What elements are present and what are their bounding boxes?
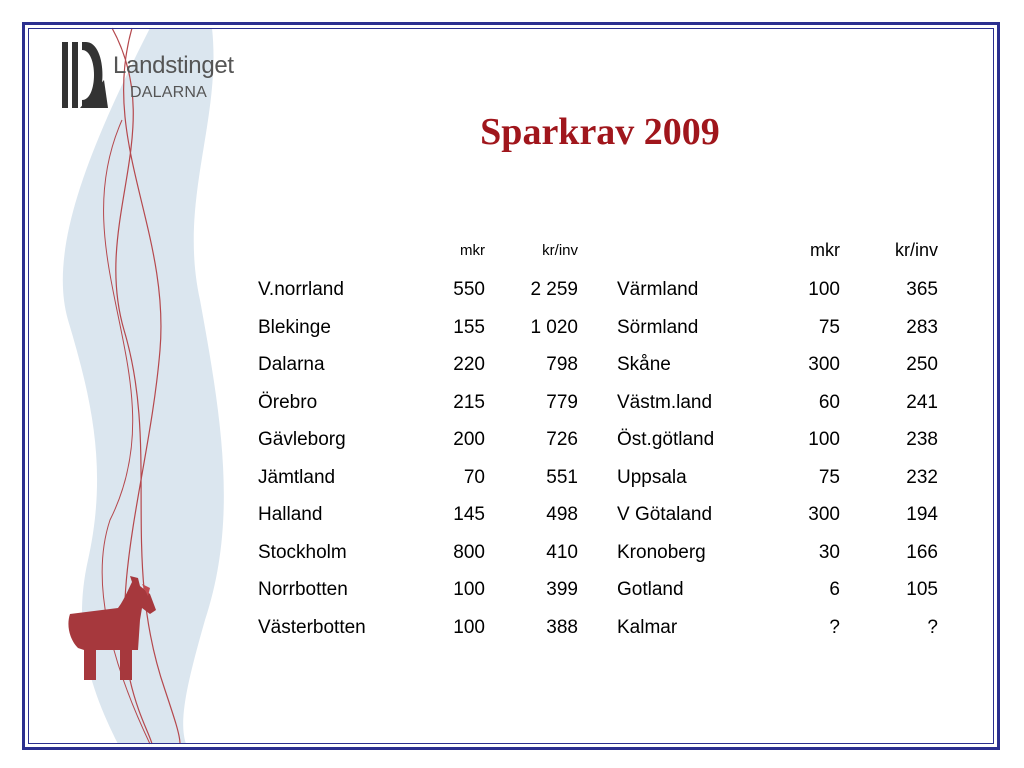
right-krinv-value: 283 [906, 316, 938, 338]
right-krinv-value: 105 [906, 579, 938, 600]
right-mkr-value: ? [829, 616, 840, 638]
left-region-name: Örebro [258, 391, 318, 413]
page-title: Sparkrav 2009 [480, 111, 720, 153]
right-mkr-value: 100 [808, 279, 840, 300]
right-region-name: Kalmar [617, 616, 678, 638]
header-left-mkr: mkr [460, 242, 485, 259]
left-krinv-value: 399 [546, 579, 578, 600]
left-krinv-value: 551 [546, 466, 578, 488]
left-mkr-value: 100 [453, 579, 485, 600]
left-mkr-value: 145 [453, 504, 485, 525]
right-region-name: Västm.land [617, 391, 713, 413]
curve-line-3 [101, 119, 151, 745]
right-krinv-value: 232 [906, 466, 938, 488]
left-region-name: Västerbotten [258, 616, 366, 638]
left-krinv-value: 779 [546, 391, 578, 413]
right-region-name: Värmland [617, 279, 699, 300]
landstinget-logo-icon [62, 42, 108, 108]
curve-line-2 [123, 27, 162, 745]
dala-horse-icon [68, 576, 156, 680]
ribbon-shape [62, 28, 224, 744]
logo-subtitle: DALARNA [130, 84, 207, 101]
header-right-krinv: kr/inv [894, 240, 938, 260]
left-krinv-value: 2 259 [530, 279, 578, 300]
right-krinv-value: 194 [906, 504, 938, 525]
header-right-mkr: mkr [810, 240, 840, 260]
left-krinv-value: 798 [546, 354, 578, 375]
left-region-name: Norrbotten [258, 579, 348, 600]
left-krinv-value: 410 [546, 541, 578, 563]
right-mkr-value: 6 [829, 579, 840, 600]
right-krinv-value: ? [927, 616, 938, 638]
left-mkr-value: 100 [453, 616, 485, 638]
right-krinv-value: 250 [906, 354, 938, 375]
left-mkr-value: 220 [453, 354, 485, 375]
left-region-name: Stockholm [258, 541, 347, 563]
logo-wordmark: Landstinget [113, 52, 234, 79]
right-region-name: Skåne [617, 354, 671, 375]
right-krinv-value: 365 [906, 279, 938, 300]
left-region-name: Dalarna [258, 354, 325, 375]
right-region-name: Öst.götland [617, 429, 715, 450]
left-region-name: Blekinge [258, 316, 331, 338]
left-mkr-value: 550 [453, 279, 485, 300]
left-krinv-value: 1 020 [530, 316, 578, 338]
left-region-name: V.norrland [258, 279, 344, 300]
right-region-name: Kronoberg [617, 541, 706, 563]
left-mkr-value: 70 [463, 466, 485, 488]
right-krinv-value: 238 [906, 429, 938, 450]
left-mkr-value: 155 [453, 316, 485, 338]
right-mkr-value: 30 [818, 541, 840, 563]
right-krinv-value: 166 [906, 541, 938, 563]
slide-frame-outer [22, 22, 1000, 750]
right-region-name: Sörmland [617, 316, 699, 338]
right-krinv-value: 241 [906, 391, 938, 413]
left-krinv-value: 726 [546, 429, 578, 450]
left-krinv-value: 498 [546, 504, 578, 525]
right-region-name: Uppsala [617, 466, 687, 488]
right-mkr-value: 75 [818, 316, 840, 338]
left-region-name: Halland [258, 504, 323, 525]
right-mkr-value: 75 [818, 466, 840, 488]
slide-frame-inner [28, 28, 994, 744]
left-mkr-value: 200 [453, 429, 485, 450]
left-krinv-value: 388 [546, 616, 578, 638]
right-region-name: V Götaland [617, 504, 713, 525]
header-left-krinv: kr/inv [542, 242, 578, 259]
left-mkr-value: 800 [453, 541, 485, 563]
right-mkr-value: 300 [808, 354, 840, 375]
right-mkr-value: 300 [808, 504, 840, 525]
right-mkr-value: 60 [818, 391, 840, 413]
right-region-name: Gotland [617, 579, 684, 600]
left-region-name: Jämtland [258, 466, 336, 488]
left-mkr-value: 215 [453, 391, 485, 413]
left-region-name: Gävleborg [258, 429, 346, 450]
right-mkr-value: 100 [808, 429, 840, 450]
